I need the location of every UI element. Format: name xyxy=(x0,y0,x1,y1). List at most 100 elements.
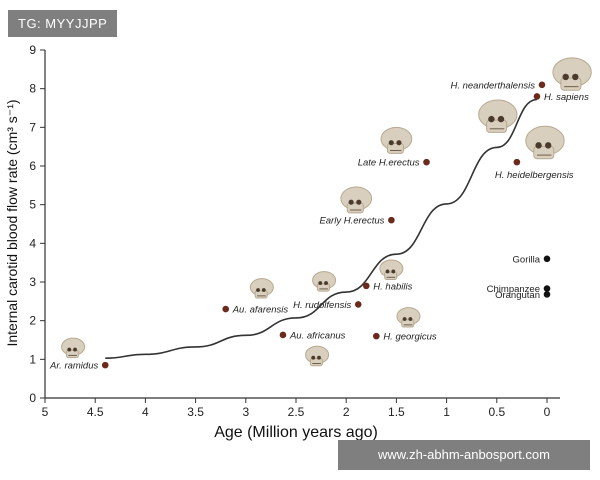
y-tick-label: 9 xyxy=(29,43,36,57)
axes xyxy=(44,50,560,399)
ape-label: Chimpanzee xyxy=(487,284,540,295)
skull-eye-socket xyxy=(67,347,72,352)
hominin-point xyxy=(222,305,230,313)
skull-face xyxy=(65,349,79,359)
hominin-label: H. georgicus xyxy=(383,332,437,343)
x-tick-label: 3 xyxy=(242,405,249,419)
skull-eye-socket xyxy=(396,140,402,146)
x-tick-label: 1 xyxy=(443,405,450,419)
x-axis-title: Age (Million years ago) xyxy=(214,424,378,441)
y-tick-label: 5 xyxy=(29,198,36,212)
skull-eye-socket xyxy=(562,73,569,81)
watermark-overlay: www.zh-abhm-anbosport.com xyxy=(338,440,590,470)
skull-icon xyxy=(312,271,337,292)
skull-eye-socket xyxy=(535,142,542,149)
ape-point xyxy=(543,285,551,292)
skull-face xyxy=(401,319,415,328)
hominin-point xyxy=(538,81,546,89)
hominin-label: Au. afarensis xyxy=(232,305,289,316)
x-tick-label: 2.5 xyxy=(288,405,305,419)
skull-eye-socket xyxy=(324,281,328,285)
hominin-label: Early H.erectus xyxy=(319,216,384,227)
hominin-label: Late H.erectus xyxy=(358,158,420,169)
ape-point xyxy=(543,255,551,263)
skull-eye-socket xyxy=(544,142,552,149)
skull-eye-socket xyxy=(572,73,579,81)
skull-face xyxy=(386,143,404,154)
skull-face xyxy=(254,290,268,299)
skull-face xyxy=(316,283,330,292)
skull-eye-socket xyxy=(348,199,354,205)
skull-eye-socket xyxy=(408,317,413,321)
skull-icon xyxy=(525,125,565,160)
y-tick-label: 4 xyxy=(29,236,36,250)
y-tick-label: 7 xyxy=(29,120,36,134)
x-tick-label: 0.5 xyxy=(488,405,505,419)
skull-eye-socket xyxy=(317,355,321,360)
skull-eye-socket xyxy=(488,115,495,123)
x-tick-label: 0 xyxy=(544,405,551,419)
skull-eye-socket xyxy=(311,355,316,360)
skull-eye-socket xyxy=(497,115,505,123)
x-tick-label: 5 xyxy=(42,405,49,419)
hominin-point xyxy=(101,361,109,369)
skull-icons xyxy=(61,57,592,367)
hominin-label: H. neanderthalensis xyxy=(450,80,535,91)
x-tick-label: 4 xyxy=(142,405,149,419)
hominin-point xyxy=(423,158,430,166)
skull-icon xyxy=(380,126,413,154)
hominin-label: Au. africanus xyxy=(289,330,346,341)
ape-label: Gorilla xyxy=(513,254,541,265)
skull-face xyxy=(309,357,323,367)
data-points: Ar. ramidus Au. afarensis Au. africanus H. … xyxy=(49,80,589,371)
x-tick-label: 2 xyxy=(343,405,350,419)
y-tick-label: 2 xyxy=(29,314,36,328)
tag-overlay: TG: MYYJJPP xyxy=(8,10,118,37)
hominin-point xyxy=(362,282,370,290)
skull-icon xyxy=(552,57,592,91)
skull-eye-socket xyxy=(73,347,77,352)
y-tick-label: 8 xyxy=(29,82,36,96)
ticks: 5 4.5 4 3.5 3 2.5 2 1.5 1 0.5 0 0 1 2 3 4 5 6 7 8 9 xyxy=(29,43,550,419)
y-tick-label: 1 xyxy=(29,352,36,366)
hominin-point xyxy=(513,158,521,166)
hominin-label: H. rudolfensis xyxy=(293,300,351,311)
skull-eye-socket xyxy=(388,140,394,146)
hominin-point xyxy=(354,301,362,308)
skull-icon xyxy=(305,345,330,367)
y-axis-title: Internal carotid blood flow rate (cm³ s⁻… xyxy=(4,99,20,346)
hominin-point xyxy=(388,216,395,224)
y-tick-label: 3 xyxy=(29,275,36,289)
skull-icon xyxy=(396,307,421,328)
hominin-point xyxy=(279,331,287,339)
skull-icon xyxy=(249,278,274,299)
hominin-label: H. habilis xyxy=(373,281,412,292)
skull-face xyxy=(533,145,555,160)
skull-eye-socket xyxy=(402,317,407,321)
skull-icon xyxy=(379,259,404,280)
x-tick-label: 3.5 xyxy=(187,405,204,419)
y-tick-label: 0 xyxy=(29,391,36,405)
skull-eye-socket xyxy=(385,269,390,274)
skull-icon xyxy=(478,99,518,133)
skull-face xyxy=(384,271,398,280)
skull-eye-socket xyxy=(256,288,260,292)
skull-eye-socket xyxy=(391,269,396,274)
skull-face xyxy=(486,119,508,133)
x-tick-label: 1.5 xyxy=(388,405,405,419)
y-tick-label: 6 xyxy=(29,159,36,173)
skull-eye-socket xyxy=(261,288,266,292)
ape-label: Orangutan xyxy=(495,290,540,301)
hominin-label: H. sapiens xyxy=(544,92,589,103)
hominin-label: Ar. ramidus xyxy=(49,361,98,372)
skull-face xyxy=(346,202,364,214)
skull-icon xyxy=(340,186,373,214)
skull-face xyxy=(560,77,582,91)
skull-icon xyxy=(61,337,86,359)
skull-eye-socket xyxy=(356,199,362,205)
ape-point xyxy=(543,291,551,298)
hominin-point xyxy=(373,332,380,340)
trend-curve xyxy=(105,98,538,359)
skull-eye-socket xyxy=(318,281,323,285)
